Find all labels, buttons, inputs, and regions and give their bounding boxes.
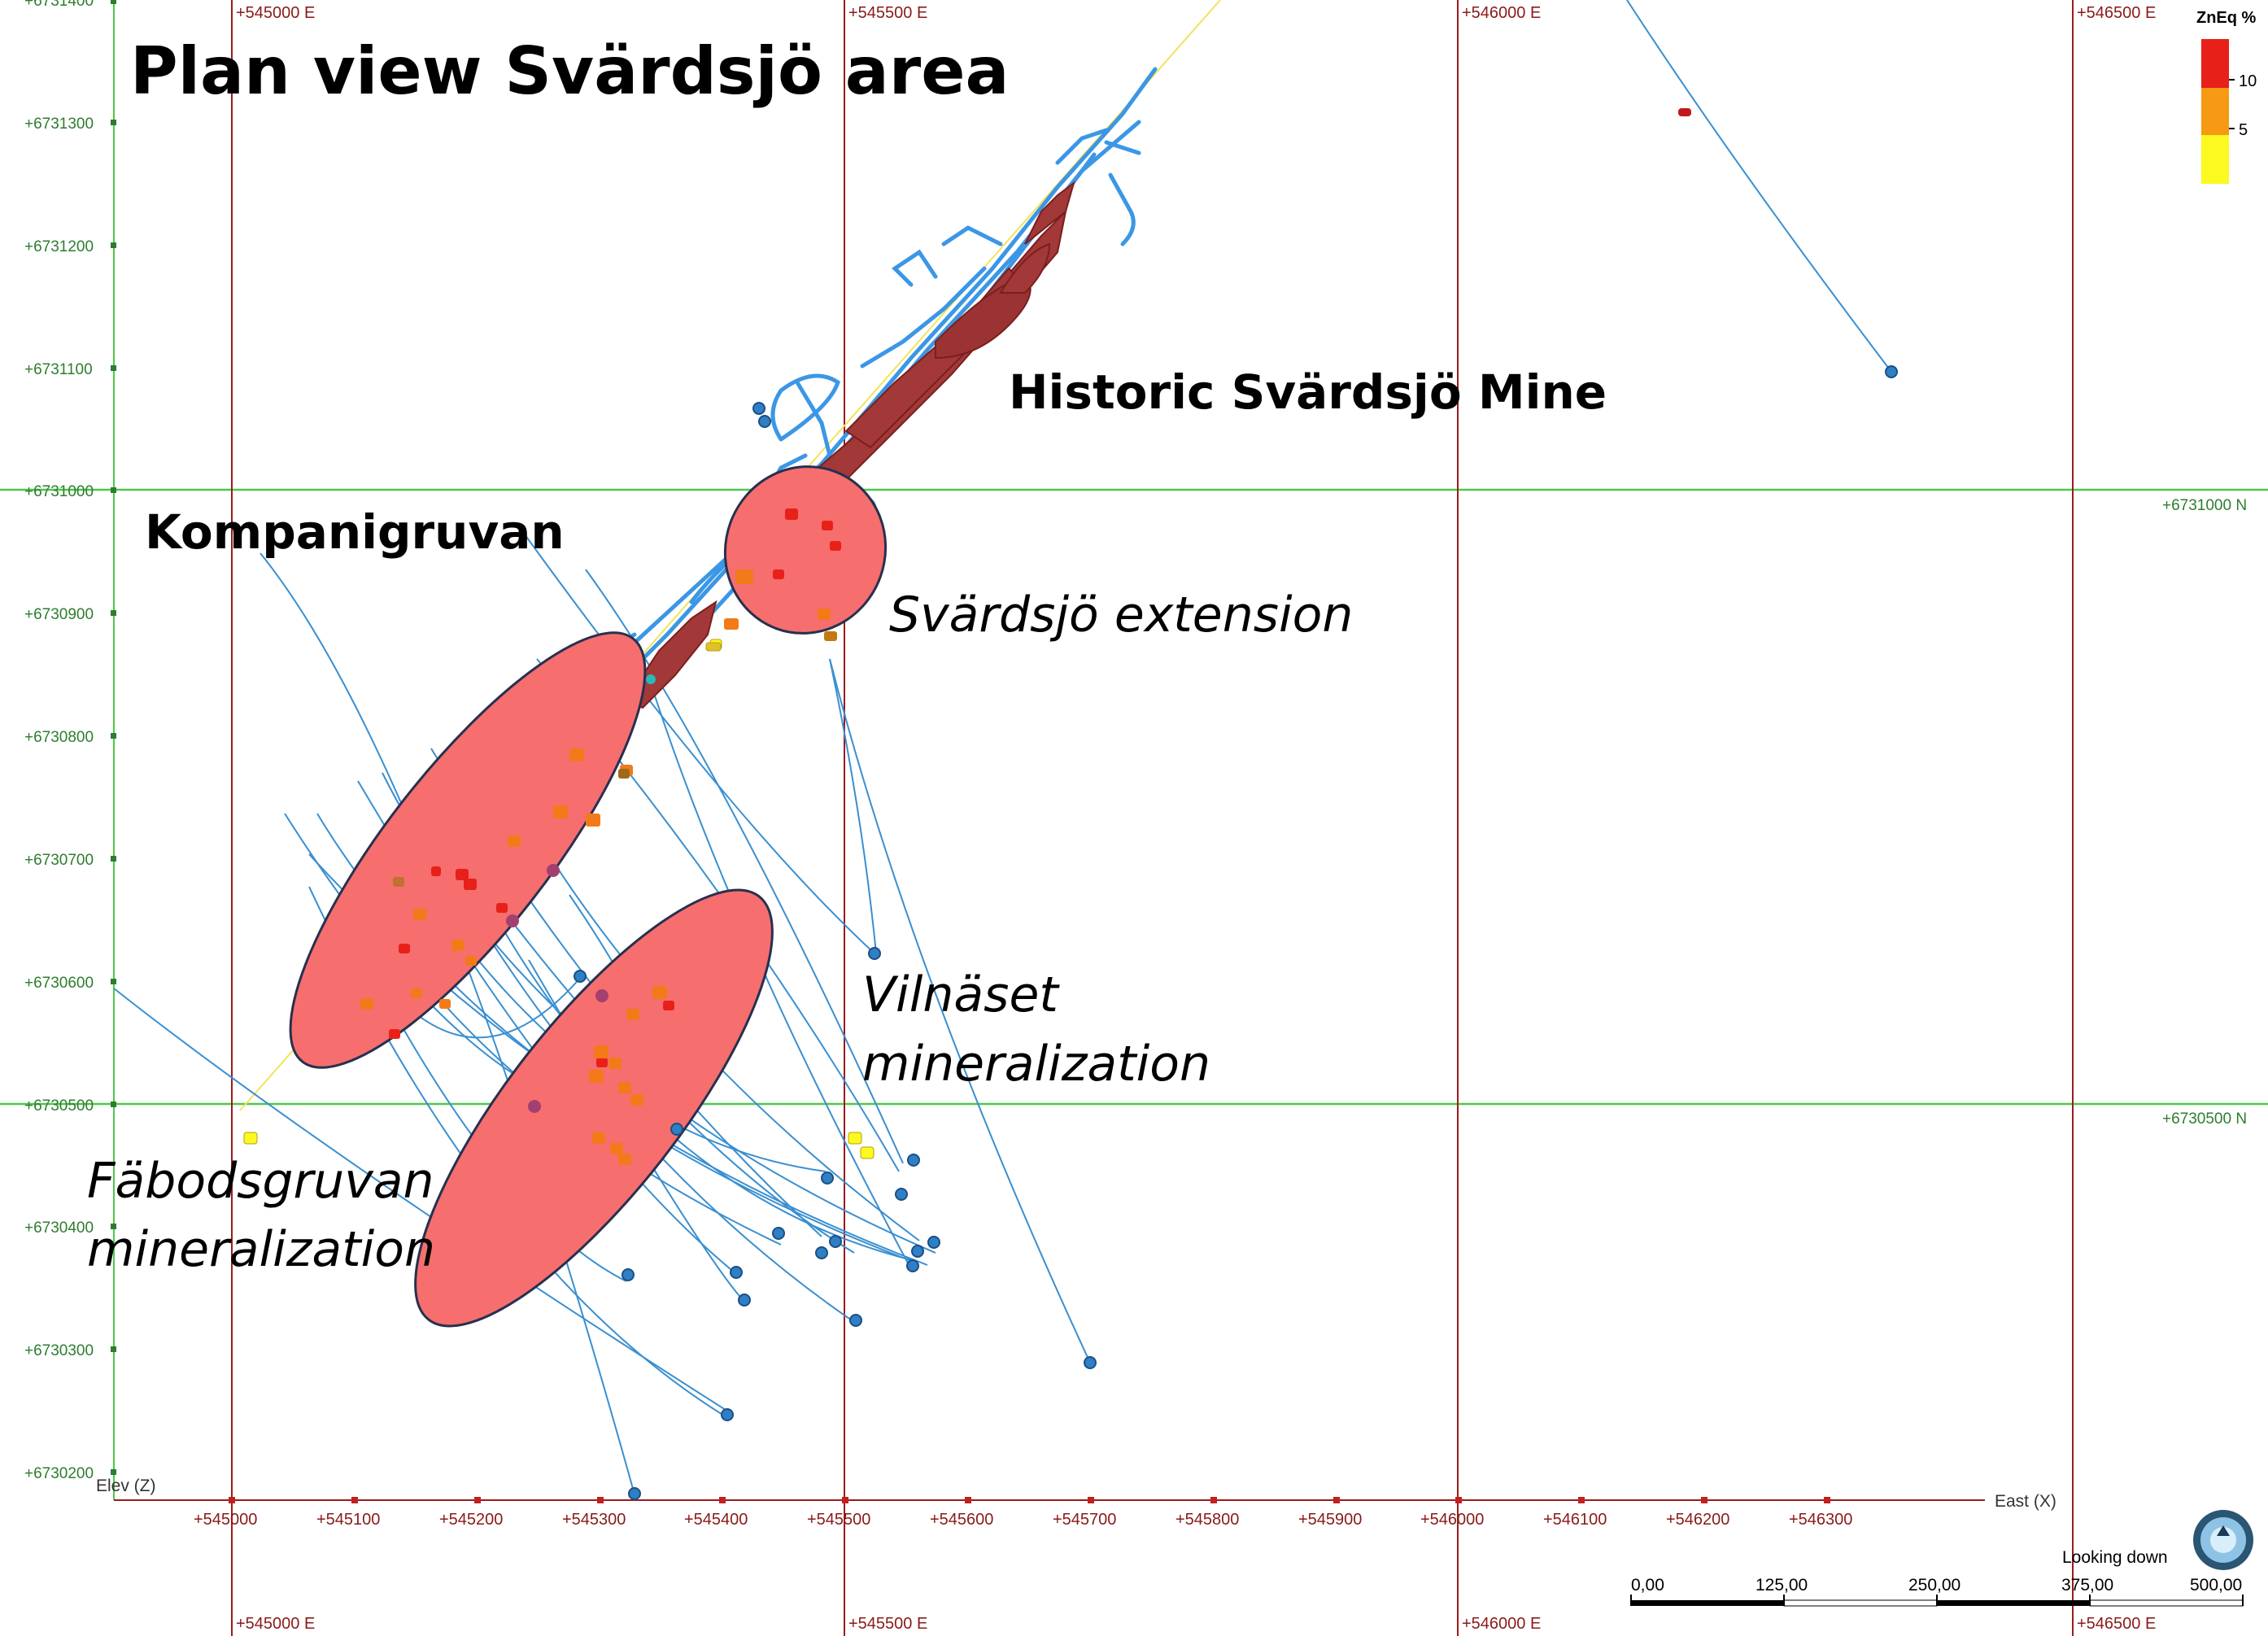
easting-tick-label: +545400 [684,1511,748,1529]
easting-tick-label: +545700 [1053,1511,1116,1529]
scale-tick-label: 375,00 [2061,1576,2113,1595]
vilnaset-zone [414,888,774,1328]
northing-tick-label: +6731400 [24,0,94,10]
elevation-axis-label: Elev (Z) [96,1477,156,1495]
ore-intercepts [243,108,1691,1165]
northing-grid-label: +6730500 N [2162,1110,2247,1128]
extension-label: Svärdsjö extension [889,587,1353,643]
scale-tick-label: 125,00 [1756,1576,1808,1595]
easting-tick-label: +545500 [807,1511,870,1529]
zneq-legend: ZnEq % 10 5 [2196,9,2257,184]
vilnaset-label-line1: Vilnäset [862,966,1060,1023]
northing-ticks: +6731400 +6731300 +6731200 +6731100 +673… [24,0,116,1482]
easting-grid-label-top: +545500 E [848,4,927,22]
drillhole-collars [574,365,1898,1500]
northing-tick-label: +6731100 [24,361,93,378]
easting-tick-label: +545200 [439,1511,503,1529]
easting-grid-label-top: +546000 E [1462,4,1541,22]
northing-tick-label: +6730400 [24,1219,94,1237]
vilnaset-label-line2: mineralization [862,1036,1210,1093]
northing-tick-label: +6731000 [24,483,94,500]
northing-tick-label: +6730600 [24,975,94,992]
easting-tick-label: +546000 [1420,1511,1484,1529]
northing-tick-label: +6731200 [24,238,94,255]
historic-mine-label: Historic Svärdsjö Mine [1009,364,1607,420]
map-title: Plan view Svärdsjö area [130,33,1009,109]
legend-swatch-high [2201,39,2229,88]
easting-tick-label: +545800 [1175,1511,1239,1529]
easting-grid-lines [231,0,2074,1636]
scale-tick-label: 500,00 [2190,1576,2242,1595]
fabods-label-line2: mineralization [87,1221,435,1278]
legend-tick-label: 5 [2239,121,2248,139]
legend-title: ZnEq % [2196,9,2257,27]
northing-tick-label: +6731300 [24,116,94,133]
kompanigruvan-label: Kompanigruvan [145,504,565,560]
easting-tick-label: +545900 [1298,1511,1362,1529]
easting-tick-label: +545000 [194,1511,257,1529]
view-direction-icon [2193,1510,2253,1570]
northing-tick-label: +6730800 [24,729,94,746]
easting-grid-label-bottom: +545000 E [236,1615,315,1633]
easting-grid-label-bottom: +546000 E [1462,1615,1541,1633]
easting-tick-label: +546200 [1666,1511,1729,1529]
legend-swatch-mid [2201,88,2229,135]
northing-tick-label: +6730300 [24,1342,94,1359]
easting-grid-label-bottom: +546500 E [2077,1615,2156,1633]
easting-grid-label-bottom: +545500 E [848,1615,927,1633]
view-direction-label: Looking down [2062,1548,2168,1567]
northing-grid-label: +6731000 N [2162,497,2247,514]
northing-tick-label: +6730900 [24,606,94,623]
mineralization-zones [289,465,888,1328]
easting-tick-label: +546300 [1789,1511,1852,1529]
northing-tick-label: +6730200 [24,1465,94,1482]
easting-tick-label: +545300 [562,1511,626,1529]
scale-tick-label: 0,00 [1631,1576,1664,1595]
fabods-label-line1: Fäbodsgruvan [87,1153,434,1210]
scale-bar: 0,00 125,00 250,00 375,00 500,00 [1630,1576,2244,1607]
northing-tick-label: +6730700 [24,852,94,869]
easting-tick-label: +546100 [1543,1511,1607,1529]
scale-tick-label: 250,00 [1908,1576,1961,1595]
kompanigruvan-zone [289,631,647,1069]
easting-tick-label: +545100 [316,1511,380,1529]
legend-tick-label: 10 [2239,72,2257,90]
easting-grid-label-top: +546500 E [2077,4,2156,22]
legend-swatch-low [2201,135,2229,184]
northing-tick-label: +6730500 [24,1097,94,1115]
easting-tick-label: +545600 [930,1511,993,1529]
easting-ticks: +545000 +545100 +545200 +545300 +545400 … [194,1497,1852,1529]
map-axes [113,0,1985,1501]
svardsjo-extension-zone [723,465,888,635]
east-axis-label: East (X) [1995,1492,2056,1511]
northing-grid-lines [0,488,2268,1106]
easting-grid-label-top: +545000 E [236,4,315,22]
